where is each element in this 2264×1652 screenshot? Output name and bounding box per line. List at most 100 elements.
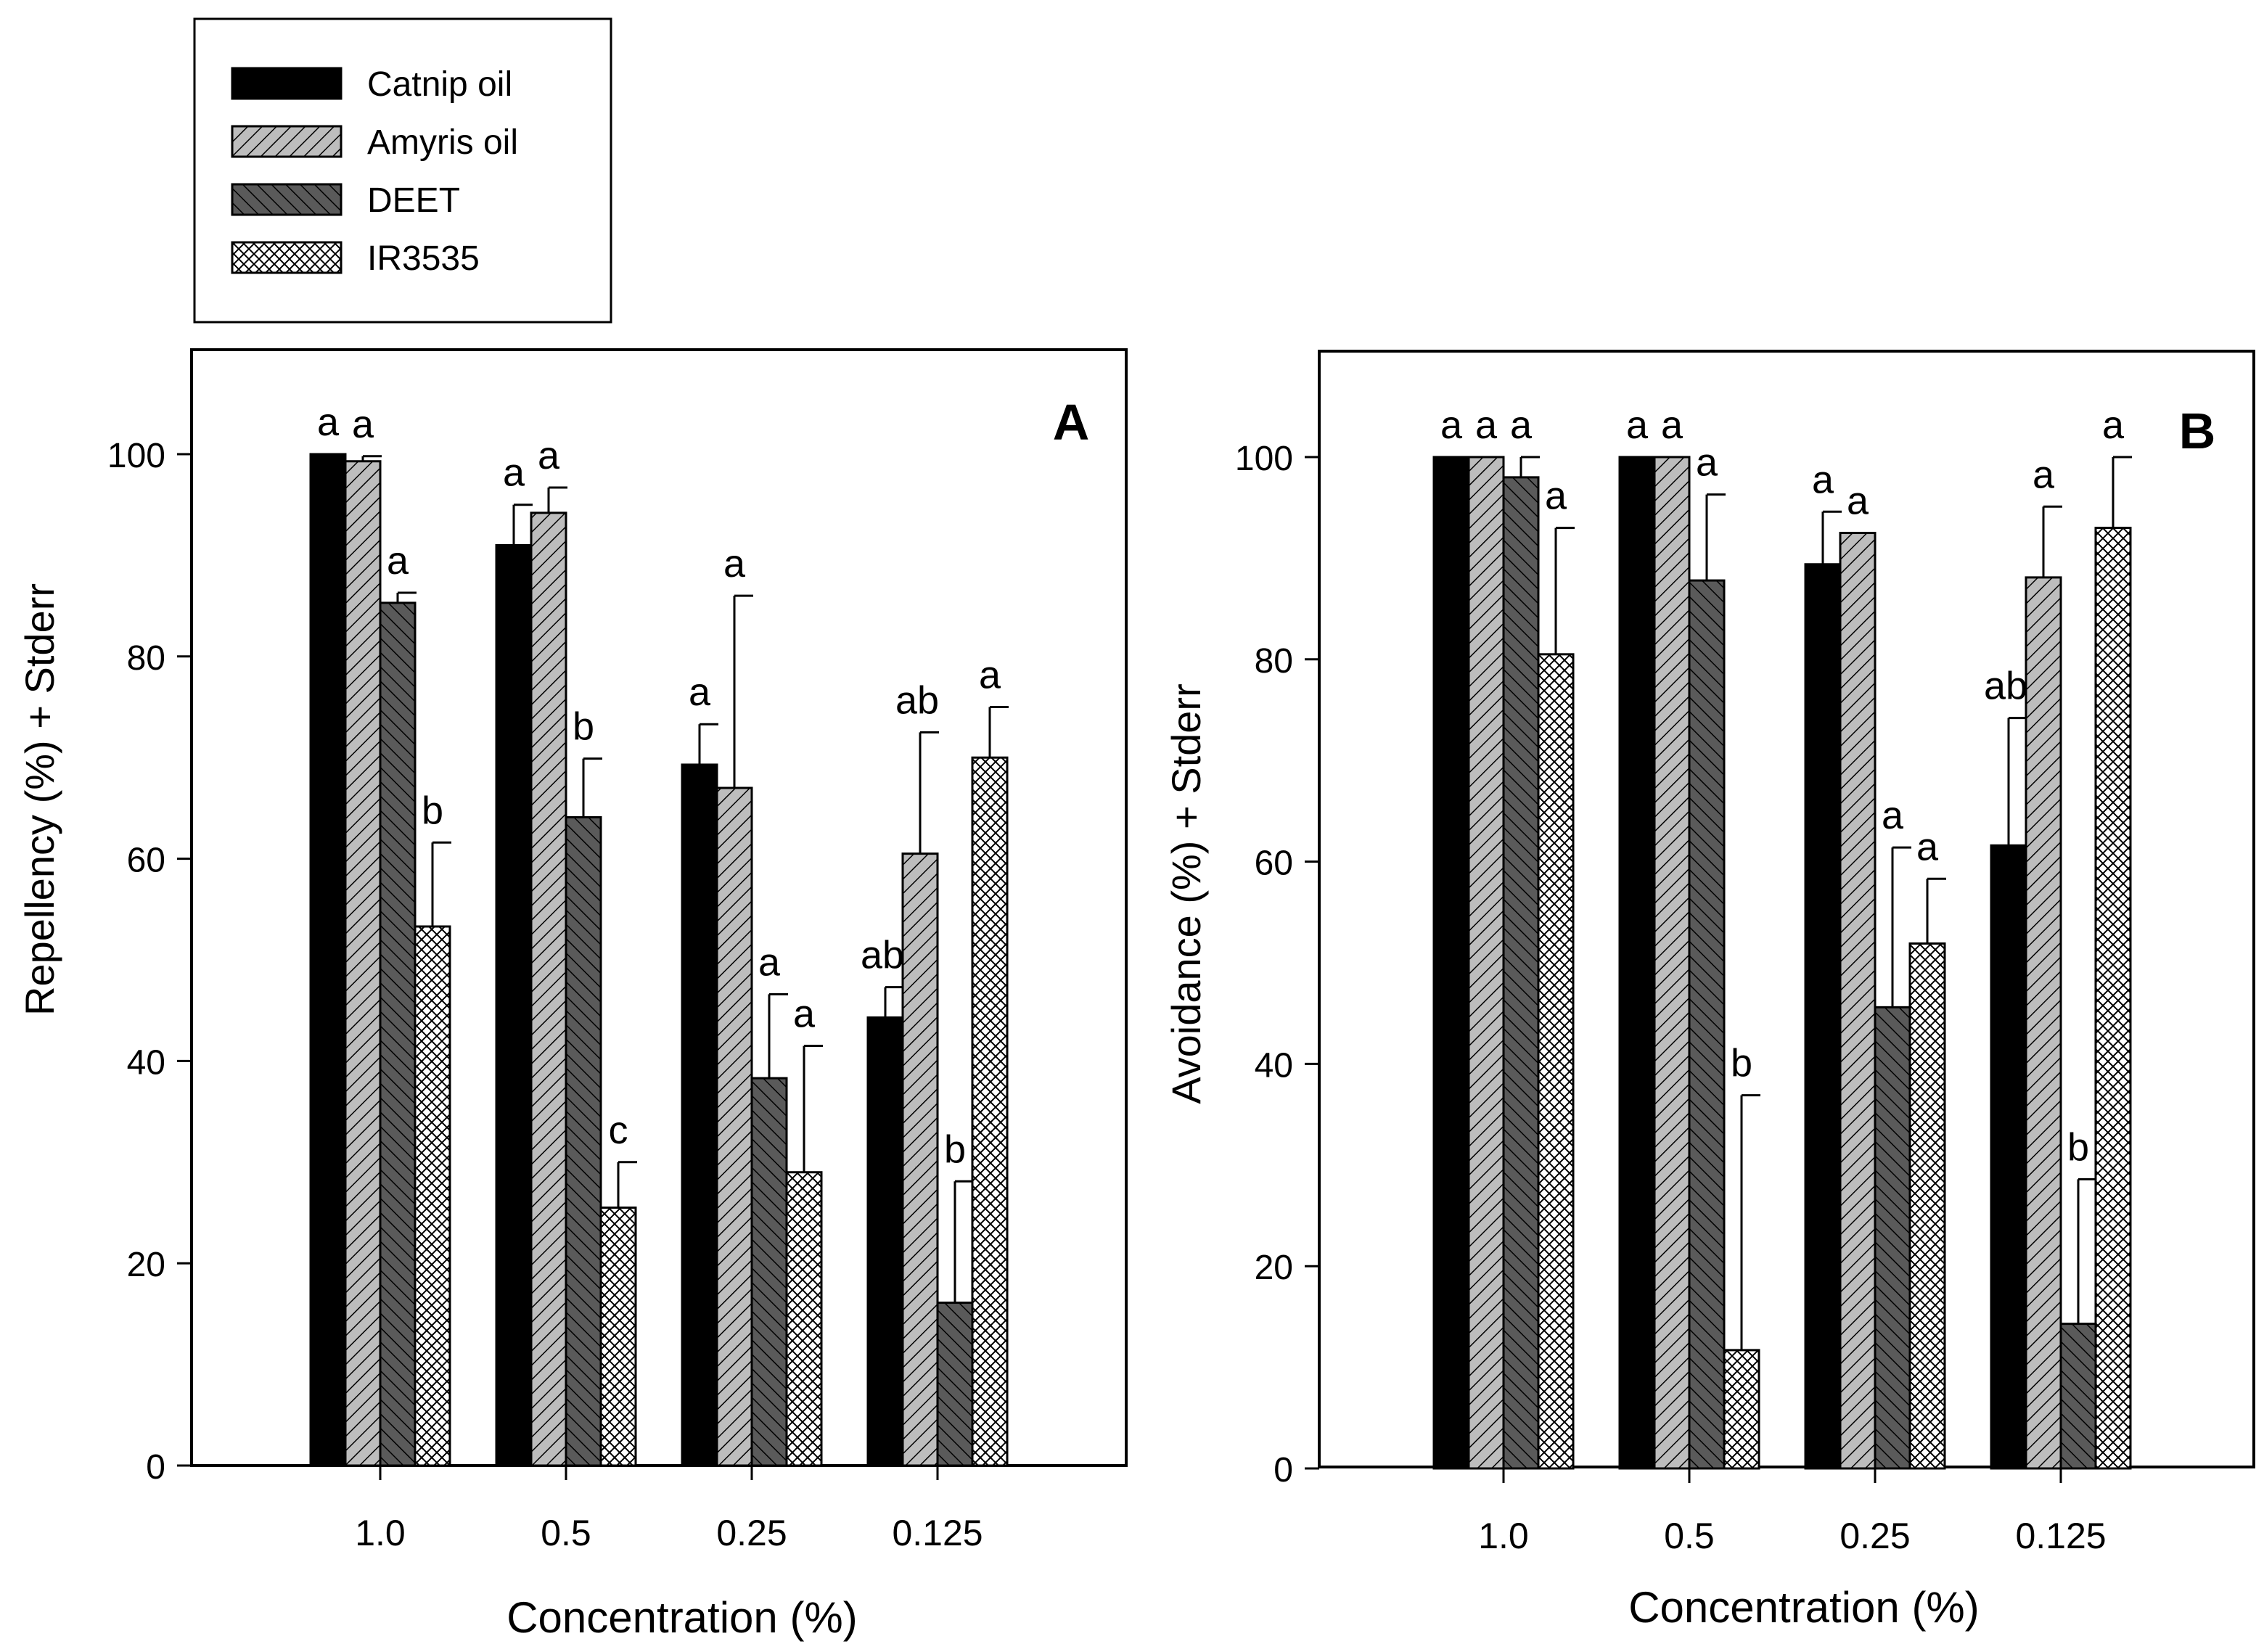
panel-a-category-label: 0.125 (892, 1513, 983, 1553)
panel-a-significance-letter: a (689, 670, 711, 714)
panel-b-significance-letter: a (1661, 403, 1683, 447)
panel-b: B Avoidance (%) + Stderr Concentration (… (1163, 350, 2255, 1632)
panel-a-ytick-label: 80 (127, 639, 165, 678)
panel-a-significance-letter: ab (895, 678, 939, 722)
panel-b-category-label: 0.5 (1664, 1516, 1715, 1556)
legend-label-ir3535: IR3535 (367, 239, 480, 278)
panel-b-ytick-label: 0 (1274, 1451, 1293, 1489)
panel-b-significance-letter: a (1510, 403, 1533, 447)
panel-a-xlabel: Concentration (%) (506, 1593, 858, 1642)
panel-a-ylabel: Repellency (%) + Stderr (17, 583, 62, 1016)
panel-a-ytick-label: 100 (107, 437, 165, 475)
panel-a-significance-letter: a (979, 654, 1001, 697)
panel-a-significance-letter: a (793, 992, 816, 1035)
legend-swatch-ir3535 (231, 241, 343, 274)
panel-b-letter: B (2179, 403, 2216, 459)
panel-b-frame (1318, 350, 2255, 1468)
panel-a-significance-letter: a (758, 940, 781, 984)
panel-a-significance-letter: a (503, 451, 525, 495)
panel-a-bar-catnip (866, 1016, 904, 1467)
panel-b-significance-letter: a (1847, 480, 1869, 523)
panel-a-ytick-label: 20 (127, 1246, 165, 1284)
panel-b-significance-letter: a (1475, 403, 1498, 447)
panel-b-bar-catnip (1990, 844, 2027, 1470)
legend-swatch-catnip (231, 67, 343, 100)
legend-label-catnip: Catnip oil (367, 65, 512, 104)
panel-a-significance-letter: b (422, 789, 443, 832)
panel-b-significance-letter: a (1916, 825, 1939, 868)
panel-b-bar-ir3535 (2094, 527, 2132, 1470)
panel-a-bar-ir3535 (599, 1207, 637, 1467)
panel-a-frame (190, 348, 1128, 1467)
panel-b-significance-letter: b (1731, 1042, 1752, 1085)
panel-b-bar-amyris (2025, 576, 2062, 1470)
panel-b-ytick-label: 100 (1235, 440, 1293, 478)
panel-a-significance-letter: a (387, 539, 409, 583)
panel-a-significance-letter: c (609, 1109, 628, 1152)
panel-b-significance-letter: a (1626, 403, 1649, 447)
panel-b-significance-letter: ab (1984, 665, 2027, 708)
panel-a-bar-amyris (344, 460, 382, 1467)
panel-b-bar-deet (1502, 476, 1540, 1470)
panel-b-bar-catnip (1618, 456, 1656, 1470)
panel-b-bar-ir3535 (1908, 942, 1946, 1470)
panel-b-significance-letter: b (2067, 1125, 2089, 1169)
panel-b-ytick-label: 40 (1255, 1046, 1293, 1085)
panel-b-xlabel: Concentration (%) (1628, 1583, 1980, 1632)
legend: Catnip oil Amyris oil DEET IR3535 (193, 17, 612, 324)
panel-b-ylabel: Avoidance (%) + Stderr (1163, 683, 1209, 1104)
panel-b-significance-letter: a (1882, 794, 1904, 837)
panel-a-bar-deet (750, 1077, 788, 1467)
legend-swatch-deet (231, 183, 343, 216)
panel-b-significance-letter: a (2102, 403, 2125, 447)
panel-a-significance-letter: a (723, 542, 746, 585)
panel-a-ytick-label: 0 (146, 1448, 165, 1487)
panel-b-ytick-label: 20 (1255, 1249, 1293, 1287)
panel-a-significance-letter: ab (861, 934, 904, 977)
panel-a-bar-ir3535 (414, 925, 451, 1467)
panel-a-bar-amyris (530, 511, 567, 1467)
panel-b-bar-amyris (1467, 456, 1505, 1470)
panel-a-significance-letter: a (538, 434, 560, 477)
panel-a-bar-deet (565, 815, 602, 1467)
panel-b-bar-catnip (1804, 563, 1842, 1470)
panel-b-bar-amyris (1839, 532, 1877, 1470)
panel-b-bar-catnip (1432, 456, 1470, 1470)
panel-b-bar-ir3535 (1723, 1349, 1760, 1470)
panel-a-bar-catnip (309, 453, 347, 1467)
panel-b-ytick-label: 60 (1255, 845, 1293, 883)
panel-a-bar-ir3535 (785, 1171, 823, 1467)
panel-b-significance-letter: a (1545, 474, 1567, 518)
panel-a: A Repellency (%) + Stderr Concentration … (17, 348, 1128, 1642)
panel-a-bar-catnip (681, 763, 718, 1467)
panel-a-bar-catnip (495, 543, 533, 1467)
panel-b-ytick-label: 80 (1255, 642, 1293, 681)
legend-swatch-amyris (231, 125, 343, 158)
panel-a-bar-ir3535 (971, 756, 1009, 1467)
panel-b-significance-letter: a (1696, 441, 1718, 485)
panel-b-category-label: 0.25 (1840, 1516, 1910, 1556)
panel-b-significance-letter: a (1812, 458, 1834, 501)
legend-label-amyris: Amyris oil (367, 123, 518, 162)
panel-a-bar-deet (379, 601, 417, 1467)
panel-a-significance-letter: a (317, 400, 340, 444)
panel-a-ytick-label: 60 (127, 842, 165, 880)
panel-b-bar-ir3535 (1537, 653, 1575, 1470)
panel-a-category-label: 1.0 (355, 1513, 406, 1553)
panel-a-category-label: 0.25 (716, 1513, 787, 1553)
panel-a-significance-letter: b (573, 705, 594, 749)
panel-b-bar-deet (1688, 579, 1726, 1470)
panel-b-bar-deet (2059, 1323, 2097, 1470)
panel-a-significance-letter: a (352, 403, 374, 446)
panel-b-category-label: 1.0 (1478, 1516, 1529, 1556)
panel-a-significance-letter: b (944, 1127, 966, 1171)
panel-a-category-label: 0.5 (541, 1513, 591, 1553)
panel-a-bar-amyris (901, 852, 939, 1467)
panel-a-letter: A (1053, 394, 1090, 451)
panel-a-ytick-label: 40 (127, 1043, 165, 1082)
panel-a-bar-deet (936, 1302, 974, 1467)
panel-b-category-label: 0.125 (2015, 1516, 2106, 1556)
